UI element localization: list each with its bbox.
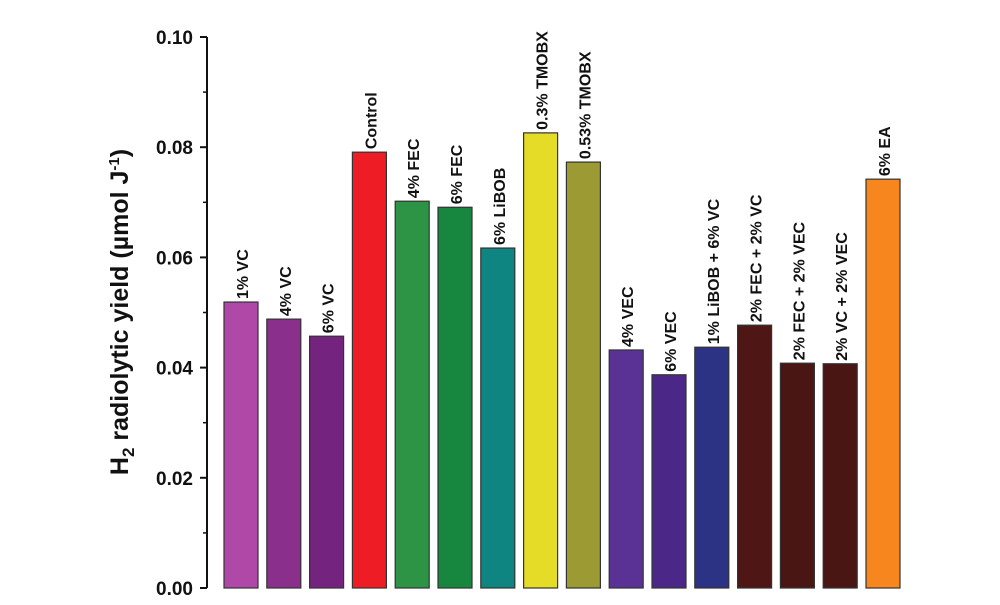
bar bbox=[822, 363, 858, 589]
bar bbox=[223, 301, 259, 589]
bar-label: 1% LiBOB + 6% VC bbox=[706, 198, 723, 344]
bar bbox=[522, 132, 559, 589]
bar-label: 6% EA bbox=[877, 126, 894, 176]
bar-label: 0.53% TMOBX bbox=[577, 51, 594, 159]
bar bbox=[351, 151, 387, 589]
y-axis: 0.00 0.02 0.04 0.06 0.08 0.10 bbox=[156, 28, 208, 600]
y-tick-label: 0.04 bbox=[156, 359, 193, 380]
bar bbox=[736, 324, 773, 589]
y-axis-label: H2 radiolytic yield (µmol J-1) bbox=[106, 149, 138, 475]
bar bbox=[437, 206, 473, 589]
bar-label: 2% VC + 2% VEC bbox=[834, 232, 851, 361]
bar-label: 2% FEC + 2% VC bbox=[749, 194, 766, 322]
bar bbox=[865, 178, 901, 589]
bar-label: 6% VC bbox=[321, 283, 338, 333]
bar-label: 6% VEC bbox=[663, 311, 680, 372]
bar bbox=[480, 247, 516, 589]
bar bbox=[651, 374, 687, 589]
bar bbox=[694, 346, 730, 589]
bar-label: 6% FEC bbox=[449, 144, 466, 204]
bars bbox=[223, 132, 901, 589]
y-tick-label: 0.10 bbox=[156, 28, 193, 49]
bar-label: 1% VC bbox=[235, 249, 252, 299]
bar-label: 2% FEC + 2% VEC bbox=[791, 221, 808, 360]
bar-labels: 1% VC 4% VC 6% VC Control 4% FEC 6% FEC 6% LiB… bbox=[235, 31, 894, 372]
bar-label: Control bbox=[363, 92, 380, 149]
bar-label: 4% VC bbox=[278, 266, 295, 316]
y-tick-label: 0.08 bbox=[156, 138, 193, 159]
bar bbox=[565, 161, 602, 589]
bar-label: 6% LiBOB bbox=[492, 168, 509, 245]
bar-label: 4% FEC bbox=[406, 138, 423, 198]
bar-label: 4% VEC bbox=[620, 286, 637, 347]
bar bbox=[266, 318, 302, 589]
bar bbox=[779, 362, 816, 589]
bar bbox=[309, 335, 345, 589]
y-tick-label: 0.00 bbox=[156, 579, 193, 600]
y-tick-label: 0.06 bbox=[156, 248, 193, 269]
bar bbox=[394, 200, 430, 589]
bar-label: 0.3% TMOBX bbox=[535, 31, 552, 130]
bar bbox=[608, 349, 644, 589]
y-tick-label: 0.02 bbox=[156, 469, 193, 490]
